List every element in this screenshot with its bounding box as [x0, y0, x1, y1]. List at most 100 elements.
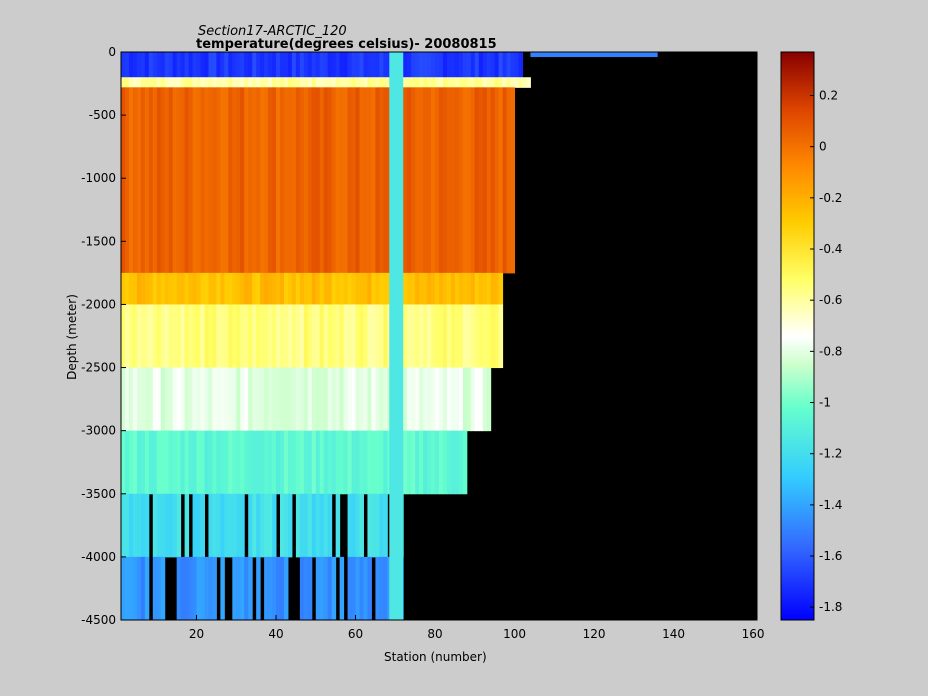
heatmap-cell — [140, 556, 146, 621]
heatmap-cell — [462, 52, 468, 78]
heatmap-cell — [371, 367, 376, 432]
heatmap-cell — [220, 272, 225, 305]
heatmap-cell — [140, 430, 146, 495]
heatmap-cell — [144, 52, 150, 78]
heatmap-cell — [152, 272, 158, 305]
heatmap-cell — [371, 304, 376, 369]
heatmap-cell — [212, 272, 217, 305]
heatmap-cell — [192, 304, 198, 369]
colorbar-tick-label: -1.2 — [819, 447, 842, 461]
heatmap-cell — [466, 272, 472, 305]
heatmap-cell — [435, 304, 440, 369]
heatmap-cell — [427, 87, 432, 274]
heatmap-cell — [248, 556, 253, 621]
heatmap-cell — [121, 272, 126, 305]
heatmap-cell — [268, 556, 273, 621]
heatmap-cell — [423, 430, 428, 495]
heatmap-cell — [283, 272, 289, 305]
heatmap-cell — [510, 52, 516, 78]
heatmap-cell — [407, 87, 412, 274]
heatmap-cell — [339, 87, 345, 274]
heatmap-cell — [196, 304, 201, 369]
heatmap-cell — [248, 77, 253, 88]
heatmap-cell — [482, 52, 488, 78]
heatmap-cell — [268, 87, 273, 274]
heatmap-cell — [359, 77, 364, 88]
heatmap-cell — [208, 493, 213, 558]
heatmap-cell — [315, 430, 321, 495]
heatmap-cell — [256, 556, 261, 621]
heatmap-cell — [470, 304, 476, 369]
heatmap-cell — [379, 430, 384, 495]
y-tick-label: -3000 — [81, 424, 116, 438]
heatmap-cell — [132, 87, 138, 274]
heatmap-cell — [379, 493, 384, 558]
heatmap-cell — [200, 304, 205, 369]
heatmap-cell — [236, 87, 241, 274]
heatmap-cell — [212, 556, 217, 621]
heatmap-cell — [327, 52, 333, 78]
heatmap-cell — [232, 493, 237, 558]
heatmap-cell — [490, 87, 496, 274]
heatmap-cell — [188, 556, 194, 621]
heatmap-cell — [474, 87, 480, 274]
heatmap-cell — [423, 77, 428, 88]
heatmap-cell — [454, 77, 460, 88]
heatmap-cell — [355, 493, 360, 558]
heatmap-cell — [144, 367, 150, 432]
heatmap-cell — [136, 430, 142, 495]
heatmap-cell — [442, 87, 448, 274]
heatmap-cell — [208, 77, 213, 88]
heatmap-cell — [280, 430, 285, 495]
heatmap-cell — [152, 87, 158, 274]
heatmap-cell — [140, 272, 146, 305]
heatmap-cell — [462, 304, 468, 369]
heatmap-cell — [299, 52, 305, 78]
heatmap-cell — [144, 77, 150, 88]
heatmap-cell — [411, 77, 416, 88]
heatmap-cell — [132, 304, 138, 369]
heatmap-cell — [339, 556, 345, 621]
heatmap-cell — [355, 87, 360, 274]
heatmap-cell — [371, 272, 376, 305]
heatmap-cell — [363, 304, 368, 369]
heatmap-cell — [383, 493, 388, 558]
heatmap-cell — [407, 304, 412, 369]
heatmap-cell — [236, 52, 241, 78]
heatmap-cell — [315, 367, 321, 432]
heatmap-cell — [359, 430, 364, 495]
heatmap-cell — [323, 52, 329, 78]
heatmap-cell — [367, 430, 372, 495]
heatmap-cell — [232, 367, 237, 432]
heatmap-cell — [168, 77, 174, 88]
heatmap-cell — [144, 304, 150, 369]
heatmap-cell — [454, 272, 460, 305]
heatmap-cell — [383, 556, 388, 621]
heatmap-cell — [220, 52, 225, 78]
heatmap-cell — [407, 52, 412, 78]
heatmap-cell — [283, 493, 289, 558]
heatmap-cell — [283, 77, 289, 88]
heatmap-cell — [327, 556, 333, 621]
heatmap-cell — [323, 304, 329, 369]
heatmap-cell — [355, 367, 360, 432]
heatmap-cell — [355, 304, 360, 369]
plot-frame — [120, 51, 758, 621]
heatmap-cell — [331, 87, 337, 274]
x-tick-label: 60 — [348, 627, 363, 641]
colorbar-tick-label: -1 — [819, 396, 831, 410]
heatmap-cell — [371, 493, 376, 558]
heatmap-cell — [311, 77, 317, 88]
heatmap-cell — [276, 87, 281, 274]
heatmap-cell — [303, 304, 309, 369]
heatmap-cell — [339, 77, 345, 88]
heatmap-cell — [367, 52, 372, 78]
heatmap-cell — [260, 367, 265, 432]
heatmap-cell — [268, 52, 273, 78]
heatmap-cell — [132, 556, 138, 621]
heatmap-cell — [124, 77, 130, 88]
heatmap-cell — [188, 272, 194, 305]
heatmap-cell — [462, 272, 468, 305]
heatmap-cell — [136, 304, 142, 369]
heatmap-cell — [212, 77, 217, 88]
